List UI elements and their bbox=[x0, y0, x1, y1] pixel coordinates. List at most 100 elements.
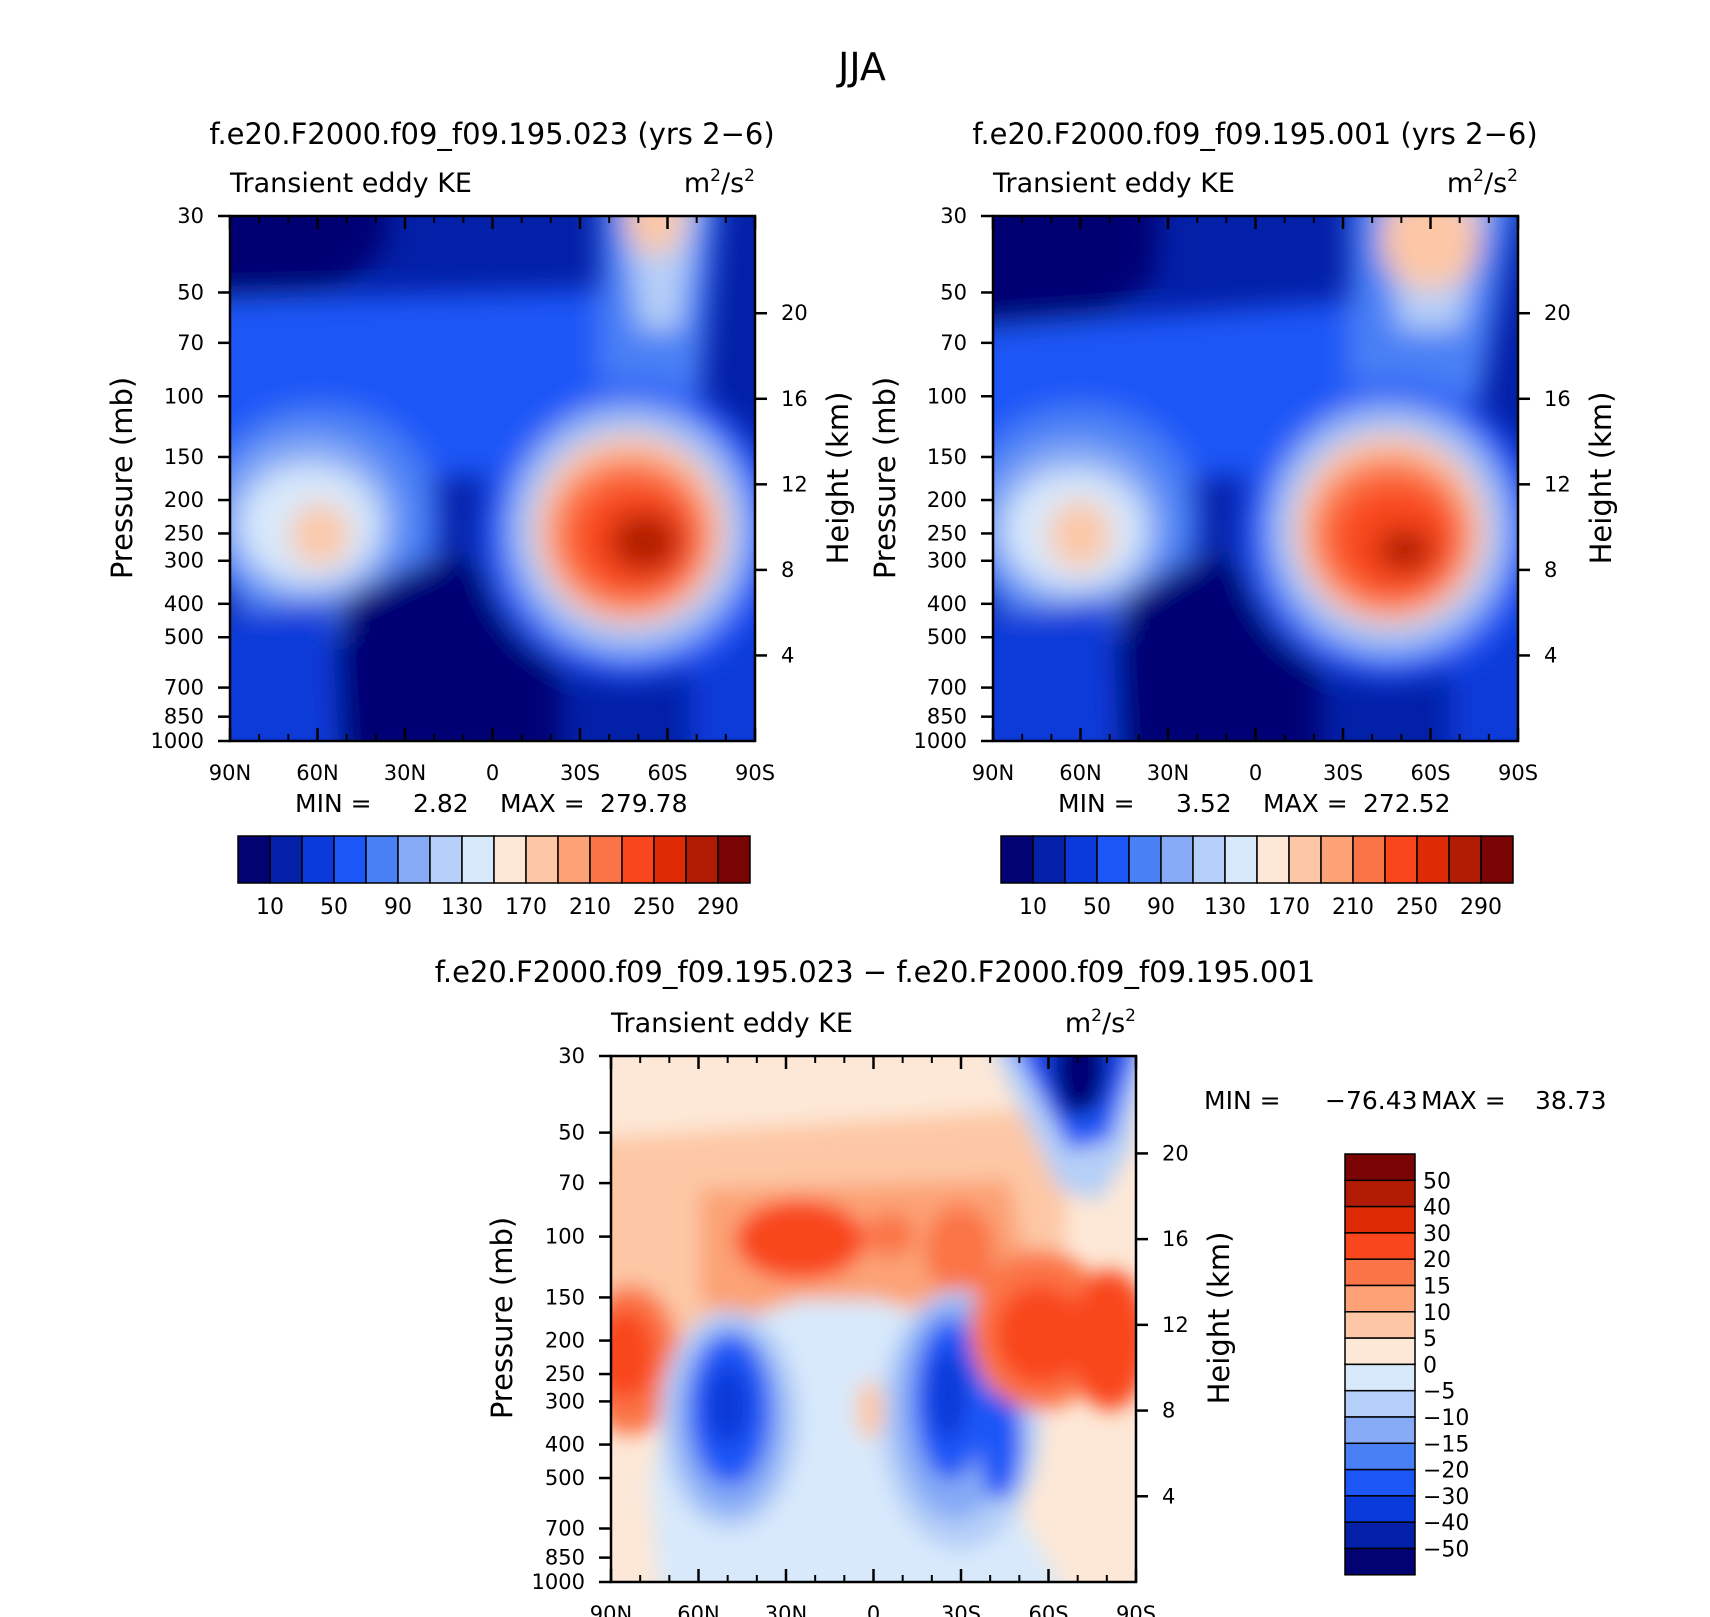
colorbar-label: 20 bbox=[1423, 1248, 1451, 1273]
colorbar-swatch bbox=[429, 835, 463, 884]
colorbar-swatch bbox=[1064, 835, 1098, 884]
colorbar-label: 50 bbox=[320, 895, 348, 920]
colorbar-label: 90 bbox=[384, 895, 412, 920]
colorbar: 10 50 90 130 170 210 250 290 bbox=[1000, 835, 1514, 920]
min-max-readout: MIN = 3.52 MAX = 272.52 bbox=[1058, 789, 1450, 818]
y-tick-label: 500 bbox=[164, 625, 204, 649]
y-tick-label: 400 bbox=[927, 592, 967, 616]
colorbar-swatch bbox=[1448, 835, 1482, 884]
x-tick-label: 60N bbox=[1059, 761, 1101, 785]
colorbar-label: −20 bbox=[1423, 1459, 1469, 1484]
panel-title: f.e20.F2000.f09_f09.195.023 − f.e20.F200… bbox=[435, 955, 1315, 989]
colorbar-label: 130 bbox=[1204, 895, 1246, 920]
y-tick-label: 100 bbox=[927, 384, 967, 408]
colorbar-swatch bbox=[1000, 835, 1034, 884]
y-tick-label: 500 bbox=[927, 625, 967, 649]
colorbar-swatch bbox=[1160, 835, 1194, 884]
x-tick-label: 90N bbox=[590, 1602, 632, 1617]
x-tick-label: 0 bbox=[1249, 761, 1262, 785]
y-tick-label: 250 bbox=[164, 521, 204, 545]
colorbar-swatch bbox=[1344, 1468, 1416, 1497]
colorbar-label: 5 bbox=[1423, 1327, 1437, 1352]
y-tick-label: 1000 bbox=[151, 729, 204, 753]
upper-minimum bbox=[993, 216, 1159, 330]
x-axis: 90N 60N 30N 0 30S 60S 90S bbox=[209, 216, 775, 785]
colorbar-swatch bbox=[1128, 835, 1162, 884]
x-tick-label: 90N bbox=[972, 761, 1014, 785]
units-label: m2/s2 bbox=[684, 166, 755, 199]
y-tick-label: 30 bbox=[177, 204, 204, 228]
colorbar: 10 50 90 130 170 210 250 290 bbox=[237, 835, 751, 920]
y-tick-label: 700 bbox=[545, 1516, 585, 1540]
y-axis-label: Pressure (mb) bbox=[868, 377, 902, 579]
y-tick-label: 50 bbox=[177, 280, 204, 304]
colorbar-label: −30 bbox=[1423, 1485, 1469, 1510]
colorbar-swatch bbox=[557, 835, 591, 884]
y2-tick-label: 20 bbox=[781, 301, 808, 325]
colorbar-swatch bbox=[397, 835, 431, 884]
min-max-readout: MIN = −76.43 MAX = 38.73 bbox=[1204, 1086, 1607, 1115]
colorbar-label: 170 bbox=[1268, 895, 1310, 920]
y-tick-label: 850 bbox=[164, 705, 204, 729]
colorbar-swatch bbox=[365, 835, 399, 884]
colorbar-swatch bbox=[1320, 835, 1354, 884]
colorbar-swatch bbox=[1344, 1495, 1416, 1523]
y-tick-label: 300 bbox=[927, 549, 967, 573]
y2-tick-label: 8 bbox=[1544, 558, 1557, 582]
colorbar-label: −10 bbox=[1423, 1406, 1469, 1431]
x-axis: 90N 60N 30N 0 30S 60S 90S bbox=[590, 1056, 1156, 1617]
y-tick-label: 700 bbox=[164, 676, 204, 700]
colorbar-swatch bbox=[525, 835, 559, 884]
colorbar-swatch bbox=[1344, 1284, 1416, 1313]
x-tick-label: 60S bbox=[1410, 761, 1450, 785]
y-tick-label: 850 bbox=[927, 705, 967, 729]
x-axis: 90N 60N 30N 0 30S 60S 90S bbox=[972, 216, 1538, 785]
y-tick-label: 250 bbox=[927, 521, 967, 545]
units-label: m2/s2 bbox=[1065, 1006, 1136, 1039]
x-tick-label: 30N bbox=[1147, 761, 1189, 785]
colorbar-swatch bbox=[621, 835, 655, 884]
y2-tick-label: 16 bbox=[1162, 1227, 1189, 1251]
units-label: m2/s2 bbox=[1447, 166, 1518, 199]
y-tick-label: 300 bbox=[164, 549, 204, 573]
y-tick-label: 850 bbox=[545, 1546, 585, 1570]
y2-tick-label: 20 bbox=[1544, 301, 1571, 325]
upper-minimum bbox=[230, 216, 388, 305]
panel-run-023: f.e20.F2000.f09_f09.195.023 (yrs 2−6) Tr… bbox=[105, 117, 855, 920]
y-tick-label: 100 bbox=[545, 1225, 585, 1249]
colorbar-swatch bbox=[1344, 1179, 1416, 1208]
y2-tick-label: 12 bbox=[1162, 1313, 1189, 1337]
x-tick-label: 30S bbox=[941, 1602, 981, 1617]
y2-tick-label: 4 bbox=[781, 643, 794, 667]
colorbar-label: 290 bbox=[697, 895, 739, 920]
y-tick-label: 200 bbox=[927, 488, 967, 512]
y-tick-label: 100 bbox=[164, 384, 204, 408]
y-tick-label: 30 bbox=[940, 204, 967, 228]
y-tick-label: 400 bbox=[164, 592, 204, 616]
colorbar-label: 40 bbox=[1423, 1196, 1451, 1221]
x-tick-label: 60N bbox=[296, 761, 338, 785]
y2-tick-label: 16 bbox=[1544, 387, 1571, 411]
contour-field bbox=[230, 216, 755, 741]
colorbar-label: −50 bbox=[1423, 1538, 1469, 1563]
colorbar-swatch bbox=[1384, 835, 1418, 884]
x-tick-label: 30N bbox=[765, 1602, 807, 1617]
colorbar-label: 250 bbox=[1396, 895, 1438, 920]
colorbar-label: 90 bbox=[1147, 895, 1175, 920]
colorbar-label: 290 bbox=[1460, 895, 1502, 920]
colorbar-swatch bbox=[1256, 835, 1290, 884]
colorbar-swatch bbox=[1344, 1389, 1416, 1418]
colorbar-label: 170 bbox=[505, 895, 547, 920]
x-tick-label: 30S bbox=[560, 761, 600, 785]
contour-field bbox=[611, 1056, 1136, 1582]
x-tick-label: 90S bbox=[1116, 1602, 1156, 1617]
colorbar-swatch bbox=[589, 835, 623, 884]
colorbar-label: 15 bbox=[1423, 1275, 1451, 1300]
y2-tick-label: 20 bbox=[1162, 1141, 1189, 1165]
colorbar-swatch bbox=[301, 835, 335, 884]
colorbar-swatch bbox=[1344, 1363, 1416, 1392]
colorbar-label: 10 bbox=[1423, 1301, 1451, 1326]
y-tick-label: 700 bbox=[927, 676, 967, 700]
